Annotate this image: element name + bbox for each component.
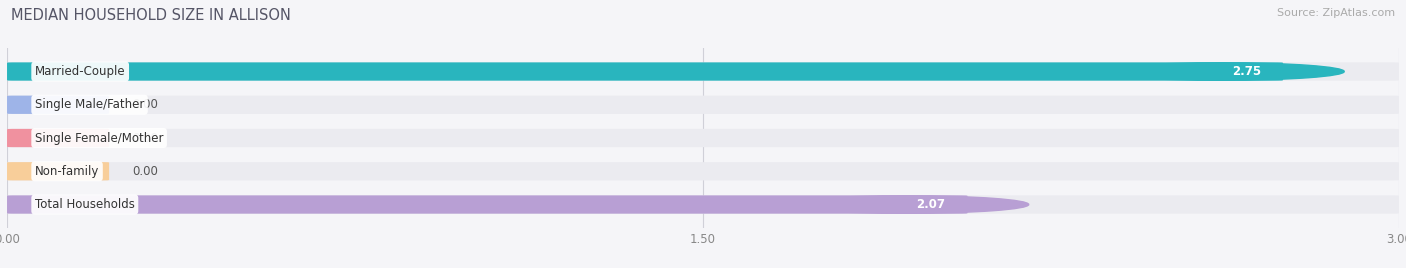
Circle shape (783, 196, 1029, 213)
FancyBboxPatch shape (7, 195, 1399, 214)
FancyBboxPatch shape (7, 195, 967, 214)
Text: Non-family: Non-family (35, 165, 100, 178)
Text: Source: ZipAtlas.com: Source: ZipAtlas.com (1277, 8, 1395, 18)
FancyBboxPatch shape (7, 162, 1399, 180)
Circle shape (1099, 63, 1344, 80)
FancyBboxPatch shape (7, 62, 1284, 81)
FancyBboxPatch shape (7, 129, 1399, 147)
Text: Single Female/Mother: Single Female/Mother (35, 132, 163, 144)
Text: Single Male/Father: Single Male/Father (35, 98, 145, 111)
FancyBboxPatch shape (7, 129, 110, 147)
FancyBboxPatch shape (7, 96, 110, 114)
Text: 2.75: 2.75 (1232, 65, 1261, 78)
Text: 0.00: 0.00 (132, 98, 159, 111)
Text: 2.07: 2.07 (917, 198, 945, 211)
Text: Total Households: Total Households (35, 198, 135, 211)
Text: 0.00: 0.00 (132, 132, 159, 144)
Text: MEDIAN HOUSEHOLD SIZE IN ALLISON: MEDIAN HOUSEHOLD SIZE IN ALLISON (11, 8, 291, 23)
Text: 0.00: 0.00 (132, 165, 159, 178)
Text: Married-Couple: Married-Couple (35, 65, 125, 78)
FancyBboxPatch shape (7, 96, 1399, 114)
FancyBboxPatch shape (7, 62, 1399, 81)
FancyBboxPatch shape (7, 162, 110, 180)
